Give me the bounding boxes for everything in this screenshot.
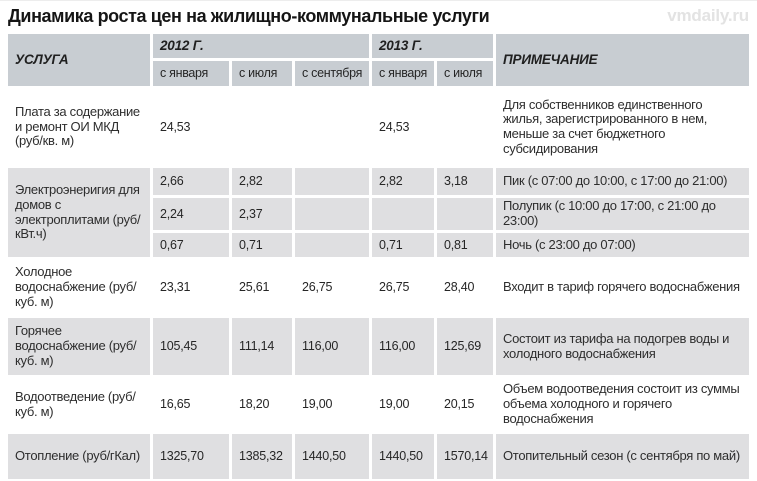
cell-value: 116,00 bbox=[372, 318, 434, 375]
cell-value: 0,81 bbox=[437, 233, 493, 257]
cell-value: 105,45 bbox=[153, 318, 229, 375]
cell-value: 2,82 bbox=[232, 168, 292, 195]
row-label: Холодное водоснабжение (руб/куб. м) bbox=[15, 264, 137, 309]
row-label: Отопление (руб/гКал) bbox=[8, 434, 150, 479]
cell-note: Объем водоотведения состоит из суммы объ… bbox=[503, 381, 740, 426]
cell-value bbox=[437, 198, 493, 230]
title-bar: Динамика роста цен на жилищно-коммунальн… bbox=[0, 1, 757, 27]
cell-value: 1570,14 bbox=[437, 434, 493, 479]
cell-value: 2,24 bbox=[153, 198, 229, 230]
subheader-2012-january: с января bbox=[153, 61, 229, 86]
page-title: Динамика роста цен на жилищно-коммунальн… bbox=[8, 6, 490, 26]
cell-value bbox=[372, 198, 434, 230]
cell-value: 16,65 bbox=[160, 397, 191, 412]
cell-value: 20,15 bbox=[444, 397, 475, 412]
cell-value: 18,20 bbox=[239, 397, 270, 412]
cell-value: 0,71 bbox=[232, 233, 292, 257]
cell-value bbox=[437, 89, 493, 165]
cell-value: 2,82 bbox=[372, 168, 434, 195]
subheader-2013-july: с июля bbox=[437, 61, 493, 86]
cell-value: 1325,70 bbox=[153, 434, 229, 479]
cell-value bbox=[295, 233, 369, 257]
watermark: vmdaily.ru bbox=[667, 6, 749, 25]
cell-value: 116,00 bbox=[295, 318, 369, 375]
cell-value: 2,37 bbox=[232, 198, 292, 230]
cell-value: 24,53 bbox=[160, 119, 191, 134]
cell-value: 0,71 bbox=[372, 233, 434, 257]
cell-value bbox=[295, 89, 369, 165]
cell-value: 28,40 bbox=[444, 280, 475, 295]
cell-value: 25,61 bbox=[239, 280, 270, 295]
cell-note: Для собственников единственного жилья, з… bbox=[503, 96, 708, 156]
cell-value: 23,31 bbox=[160, 280, 191, 295]
cell-value: 1385,32 bbox=[232, 434, 292, 479]
row-label: Электроэнеригия для домов с электроплита… bbox=[8, 168, 150, 257]
header-note: ПРИМЕЧАНИЕ bbox=[496, 34, 749, 86]
cell-value: 111,14 bbox=[232, 318, 292, 375]
cell-value: 2,66 bbox=[153, 168, 229, 195]
cell-value: 125,69 bbox=[437, 318, 493, 375]
cell-note: Отопительный сезон (с сентября по май) bbox=[496, 434, 749, 479]
cell-value: 19,00 bbox=[302, 397, 333, 412]
header-year-2012: 2012 Г. bbox=[153, 34, 369, 58]
header-service: УСЛУГА bbox=[8, 34, 150, 86]
cell-value: 0,67 bbox=[153, 233, 229, 257]
cell-value: 1440,50 bbox=[295, 434, 369, 479]
cell-note: Полупик (с 10:00 до 17:00, с 21:00 до 23… bbox=[496, 198, 749, 230]
cell-value: 3,18 bbox=[437, 168, 493, 195]
cell-value bbox=[232, 89, 292, 165]
cell-value bbox=[295, 198, 369, 230]
cell-note: Ночь (с 23:00 до 07:00) bbox=[496, 233, 749, 257]
row-label: Плата за содержание и ремонт ОИ МКД (руб… bbox=[15, 103, 140, 149]
cell-note: Состоит из тарифа на подогрев воды и хол… bbox=[496, 318, 749, 375]
tariff-table: УСЛУГА 2012 Г. 2013 Г. ПРИМЕЧАНИЕ с янва… bbox=[8, 34, 749, 479]
cell-note: Входит в тариф горячего водоснабжения bbox=[503, 279, 740, 295]
row-label: Водоотведение (руб/куб. м) bbox=[15, 388, 136, 419]
cell-value: 26,75 bbox=[379, 280, 410, 295]
row-label: Горячее водоснабжение (руб/куб. м) bbox=[8, 318, 150, 375]
cell-value: 26,75 bbox=[302, 280, 333, 295]
subheader-2012-july: с июля bbox=[232, 61, 292, 86]
header-year-2013: 2013 Г. bbox=[372, 34, 493, 58]
cell-value: 24,53 bbox=[379, 119, 410, 134]
cell-value: 19,00 bbox=[379, 397, 410, 412]
cell-note: Пик (с 07:00 до 10:00, с 17:00 до 21:00) bbox=[496, 168, 749, 195]
subheader-2013-january: с января bbox=[372, 61, 434, 86]
cell-value: 1440,50 bbox=[372, 434, 434, 479]
cell-value bbox=[295, 168, 369, 195]
subheader-2012-september: с сентября bbox=[295, 61, 369, 86]
